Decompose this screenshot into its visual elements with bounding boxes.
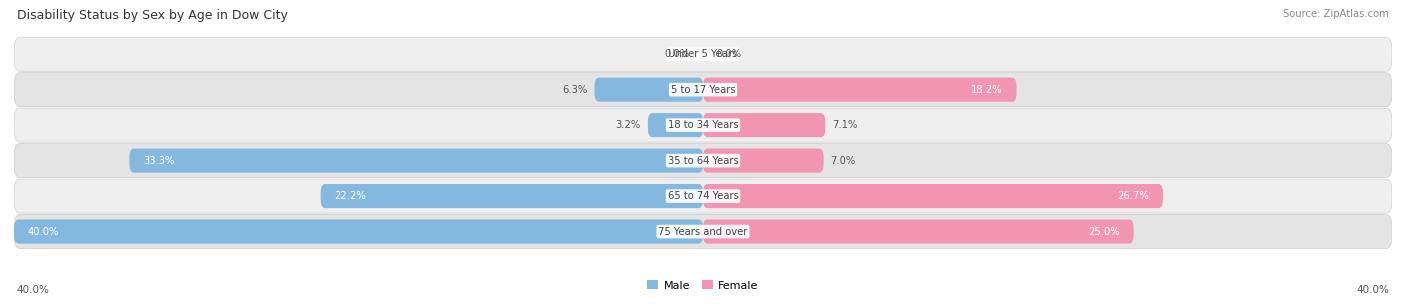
Text: 40.0%: 40.0%	[1357, 285, 1389, 295]
FancyBboxPatch shape	[321, 184, 703, 208]
Text: 22.2%: 22.2%	[335, 191, 366, 201]
FancyBboxPatch shape	[703, 78, 1017, 102]
Text: Disability Status by Sex by Age in Dow City: Disability Status by Sex by Age in Dow C…	[17, 9, 288, 22]
Text: 0.0%: 0.0%	[664, 49, 689, 59]
Text: 18.2%: 18.2%	[972, 85, 1002, 95]
Text: Source: ZipAtlas.com: Source: ZipAtlas.com	[1284, 9, 1389, 19]
FancyBboxPatch shape	[703, 113, 825, 137]
Text: 40.0%: 40.0%	[28, 226, 59, 237]
Text: 33.3%: 33.3%	[143, 156, 174, 166]
Text: 40.0%: 40.0%	[17, 285, 49, 295]
Text: 3.2%: 3.2%	[616, 120, 641, 130]
Text: 18 to 34 Years: 18 to 34 Years	[668, 120, 738, 130]
FancyBboxPatch shape	[14, 143, 1392, 178]
Text: 0.0%: 0.0%	[717, 49, 742, 59]
Text: 5 to 17 Years: 5 to 17 Years	[671, 85, 735, 95]
Text: 7.1%: 7.1%	[832, 120, 858, 130]
Legend: Male, Female: Male, Female	[647, 280, 759, 291]
Text: 26.7%: 26.7%	[1118, 191, 1149, 201]
FancyBboxPatch shape	[703, 219, 1133, 244]
Text: 25.0%: 25.0%	[1088, 226, 1119, 237]
FancyBboxPatch shape	[703, 149, 824, 173]
Text: 6.3%: 6.3%	[562, 85, 588, 95]
Text: Under 5 Years: Under 5 Years	[668, 49, 738, 59]
FancyBboxPatch shape	[595, 78, 703, 102]
FancyBboxPatch shape	[129, 149, 703, 173]
Text: 7.0%: 7.0%	[831, 156, 856, 166]
FancyBboxPatch shape	[648, 113, 703, 137]
FancyBboxPatch shape	[14, 108, 1392, 142]
Text: 65 to 74 Years: 65 to 74 Years	[668, 191, 738, 201]
Text: 35 to 64 Years: 35 to 64 Years	[668, 156, 738, 166]
FancyBboxPatch shape	[14, 219, 703, 244]
FancyBboxPatch shape	[703, 184, 1163, 208]
FancyBboxPatch shape	[14, 73, 1392, 107]
FancyBboxPatch shape	[14, 179, 1392, 213]
Text: 75 Years and over: 75 Years and over	[658, 226, 748, 237]
FancyBboxPatch shape	[14, 37, 1392, 71]
FancyBboxPatch shape	[14, 215, 1392, 249]
